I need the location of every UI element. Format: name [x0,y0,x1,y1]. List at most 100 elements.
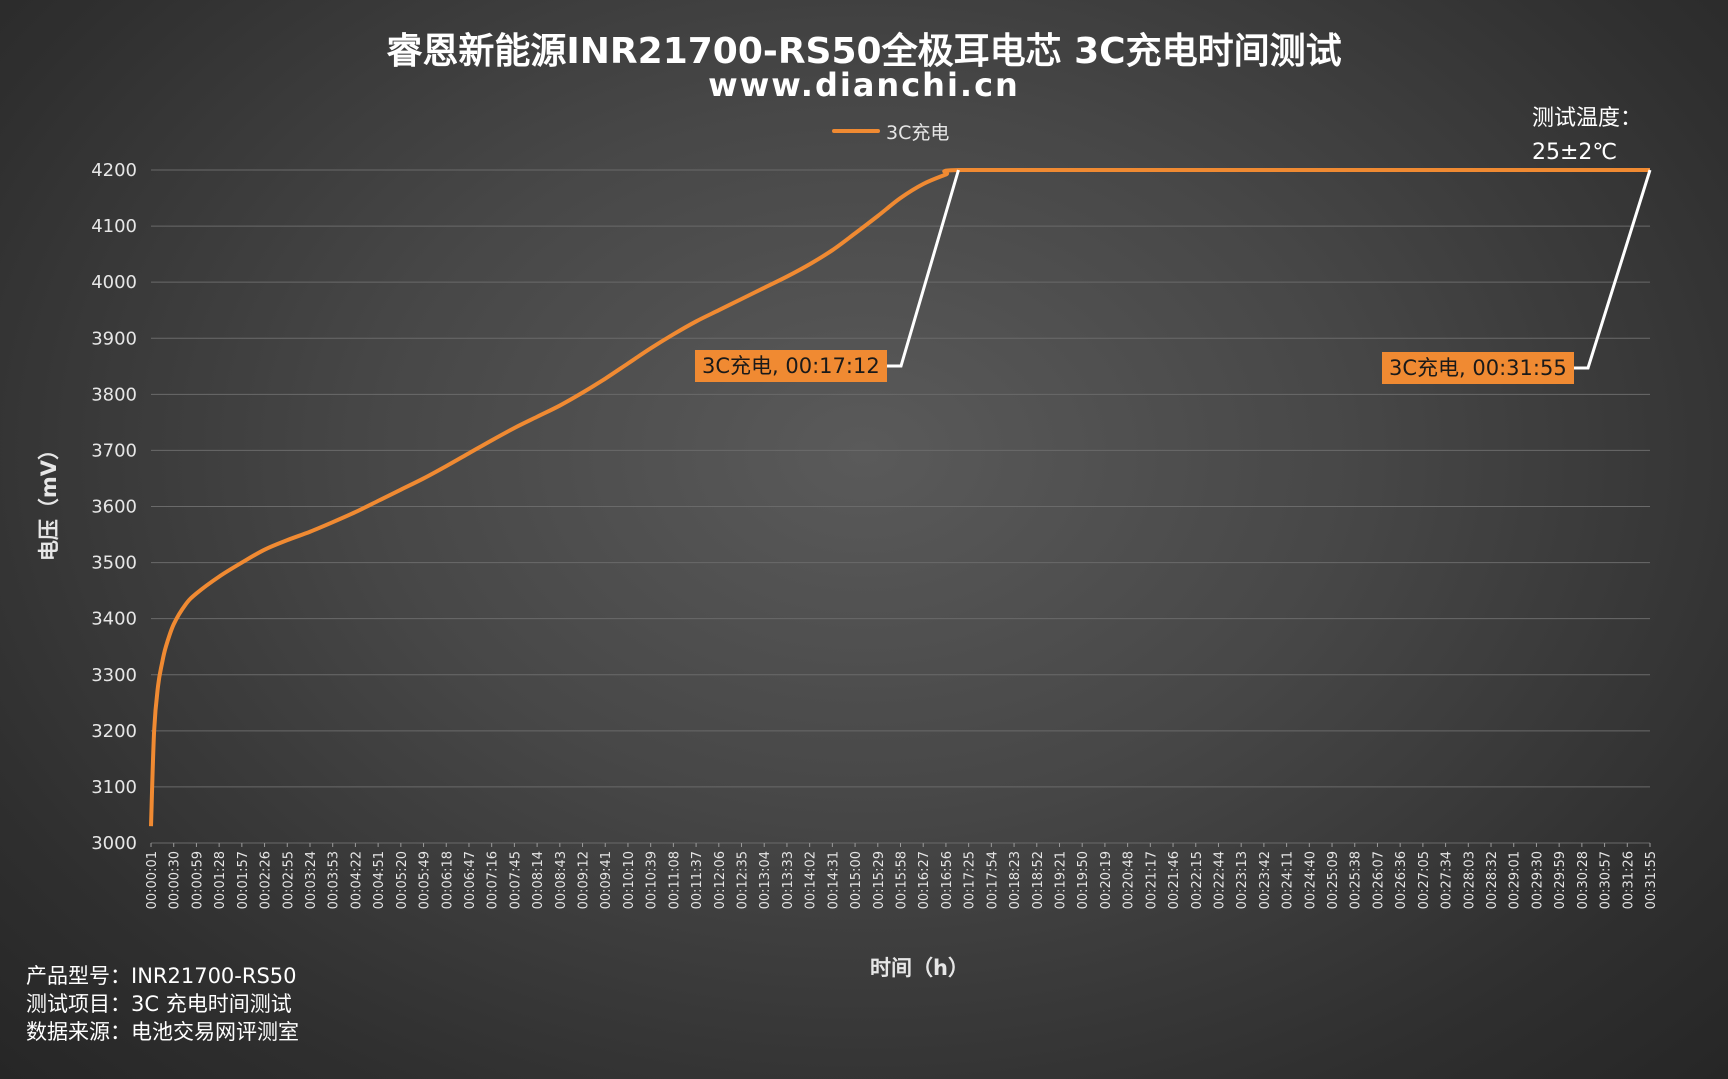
x-tick-label: 00:14:02 [804,851,819,909]
y-tick-label: 3200 [91,721,137,742]
y-tick-label: 3100 [91,777,137,798]
x-tick-label: 00:01:28 [213,851,228,909]
x-tick-label: 00:03:24 [304,851,319,909]
x-tick-label: 00:28:32 [1485,851,1500,909]
x-tick-label: 00:19:50 [1076,851,1091,909]
x-tick-label: 00:20:48 [1122,851,1137,909]
temperature-value: 25±2℃ [1532,140,1618,165]
chart-title: 睿恩新能源INR21700-RS50全极耳电芯 3C充电时间测试 [386,31,1342,72]
x-tick-label: 00:08:14 [531,851,546,909]
legend-swatch [832,129,880,133]
annotation-label: 3C充电, 00:17:12 [695,350,887,382]
x-tick-label: 00:27:34 [1440,851,1455,909]
x-tick-label: 00:00:59 [190,851,205,909]
x-tick-label: 00:11:37 [690,851,705,909]
annotation-leader-line [1574,169,1652,370]
x-tick-label: 00:12:35 [736,851,751,909]
x-tick-label: 00:05:49 [418,851,433,909]
footer-source: 数据来源：电池交易网评测室 [26,1020,299,1044]
legend-label: 3C充电 [886,121,950,144]
x-tick-label: 00:00:01 [145,851,160,909]
y-tick-label: 4000 [91,272,137,293]
x-tick-label: 00:15:29 [872,851,887,909]
annotation-leader-line [887,169,960,368]
x-tick-label: 00:10:39 [645,851,660,909]
x-tick-label: 00:22:15 [1190,851,1205,909]
x-tick-label: 00:04:51 [372,851,387,909]
x-tick-label: 00:30:28 [1576,851,1591,909]
x-tick-label: 00:08:43 [554,851,569,909]
x-tick-label: 00:26:36 [1394,851,1409,909]
test-temperature: 测试温度： 25±2℃ [1532,102,1642,170]
x-tick-label: 00:29:59 [1553,851,1568,909]
x-tick-label: 00:00:30 [168,851,183,909]
x-tick-label: 00:16:27 [917,851,932,909]
x-tick-label: 00:11:08 [667,851,682,909]
x-tick-label: 00:20:19 [1099,851,1114,909]
x-tick-label: 00:17:54 [985,851,1000,909]
footer-test-item: 测试项目：3C 充电时间测试 [26,992,292,1016]
x-tick-label: 00:19:21 [1053,851,1068,909]
x-tick-label: 00:02:55 [281,851,296,909]
x-tick-label: 00:31:55 [1644,851,1659,909]
x-tick-label: 00:15:58 [895,851,910,909]
x-tick-label: 00:05:20 [395,851,410,909]
y-tick-label: 3300 [91,665,137,686]
x-tick-label: 00:28:03 [1462,851,1477,909]
y-axis-label: 电压（mV） [37,438,61,562]
x-tick-label: 00:17:25 [963,851,978,909]
x-tick-label: 00:22:44 [1212,851,1227,909]
y-tick-label: 3900 [91,328,137,349]
x-tick-label: 00:26:07 [1371,851,1386,909]
chart-subtitle: www.dianchi.cn [708,66,1020,104]
x-tick-label: 00:12:06 [713,851,728,909]
x-tick-label: 00:14:31 [826,851,841,909]
x-tick-label: 00:21:46 [1167,851,1182,909]
x-tick-label: 00:23:42 [1258,851,1273,909]
x-tick-label: 00:24:11 [1281,851,1296,909]
x-tick-label: 00:23:13 [1235,851,1250,909]
x-tick-label: 00:07:16 [486,851,501,909]
x-tick-label: 00:31:26 [1621,851,1636,909]
temperature-label: 测试温度： [1532,106,1643,131]
x-tick-label: 00:13:33 [781,851,796,909]
footer-model: 产品型号：INR21700-RS50 [26,964,297,988]
x-tick-label: 00:06:47 [463,851,478,909]
x-tick-label: 00:25:09 [1326,851,1341,909]
y-tick-label: 3500 [91,553,137,574]
x-tick-label: 00:15:00 [849,851,864,909]
x-axis-label: 时间（h） [870,956,969,980]
x-tick-label: 00:01:57 [236,851,251,909]
y-tick-label: 3700 [91,440,137,461]
x-tick-label: 00:18:23 [1008,851,1023,909]
y-tick-label: 4200 [91,160,137,181]
x-tick-label: 00:24:40 [1303,851,1318,909]
x-tick-label: 00:27:05 [1417,851,1432,909]
y-tick-label: 4100 [91,216,137,237]
x-tick-label: 00:21:17 [1144,851,1159,909]
y-tick-label: 3600 [91,497,137,518]
x-tick-label: 00:06:18 [440,851,455,909]
x-tick-label: 00:30:57 [1599,851,1614,909]
x-tick-label: 00:09:41 [599,851,614,909]
x-tick-label: 00:03:53 [327,851,342,909]
series-line [149,168,1650,827]
y-tick-label: 3400 [91,609,137,630]
legend: 3C充电 [832,118,949,144]
x-tick-label: 00:02:26 [259,851,274,909]
x-tick-label: 00:18:52 [1031,851,1046,909]
footer-notes: 产品型号：INR21700-RS50 测试项目：3C 充电时间测试 数据来源：电… [26,962,299,1046]
x-tick-label: 00:13:04 [758,851,773,909]
y-tick-label: 3800 [91,384,137,405]
x-tick-label: 00:09:12 [577,851,592,909]
x-tick-label: 00:07:45 [508,851,523,909]
x-tick-label: 00:25:38 [1349,851,1364,909]
x-tick-label: 00:29:30 [1530,851,1545,909]
x-tick-label: 00:10:10 [622,851,637,909]
y-tick-label: 3000 [91,833,137,854]
x-tick-label: 00:16:56 [940,851,955,909]
annotation-label: 3C充电, 00:31:55 [1382,352,1574,384]
x-tick-label: 00:29:01 [1508,851,1523,909]
